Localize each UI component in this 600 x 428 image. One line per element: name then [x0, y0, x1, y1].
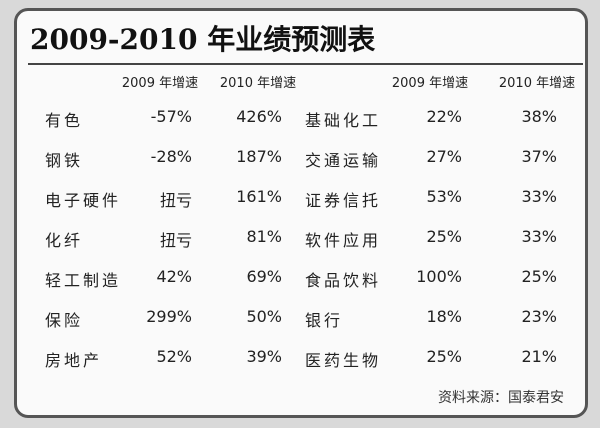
growth-value: 81% [246, 227, 282, 246]
growth-value: 37% [521, 147, 557, 166]
growth-value: 33% [521, 227, 557, 246]
sector-name: 食品饮料 [305, 271, 382, 290]
growth-value: 扭亏 [159, 191, 192, 210]
growth-value: 33% [521, 187, 557, 206]
growth-value: 52% [156, 347, 192, 366]
sector-name: 交通运输 [305, 151, 382, 170]
growth-value: 42% [156, 267, 192, 286]
growth-value: 426% [236, 107, 282, 126]
title: 2009-2010 年业绩预测表 [30, 23, 376, 56]
growth-value: 18% [426, 307, 462, 326]
growth-value: 53% [426, 187, 462, 206]
sector-name: 有色 [45, 111, 84, 130]
growth-value: 39% [246, 347, 282, 366]
column-header: 2009 年增速 [391, 76, 469, 91]
sector-name: 软件应用 [305, 231, 382, 250]
sector-name: 化纤 [45, 231, 84, 250]
column-header: 2009 年增速 [121, 76, 199, 91]
growth-value: 187% [236, 147, 282, 166]
sector-name: 轻工制造 [45, 271, 122, 290]
growth-value: 100% [416, 267, 462, 286]
growth-value: 50% [246, 307, 282, 326]
growth-value: 299% [146, 307, 192, 326]
growth-value: -28% [150, 147, 192, 166]
sector-name: 银行 [305, 311, 344, 330]
source: 资料来源：国泰君安 [438, 390, 564, 406]
growth-value: 23% [521, 307, 557, 326]
sector-name: 钢铁 [45, 151, 84, 170]
title-rule [28, 63, 583, 65]
sector-name: 基础化工 [305, 111, 382, 130]
growth-value: 25% [426, 227, 462, 246]
sector-name: 保险 [45, 311, 84, 330]
growth-value: 25% [521, 267, 557, 286]
growth-value: 22% [426, 107, 462, 126]
growth-value: 38% [521, 107, 557, 126]
sector-name: 电子硬件 [45, 191, 122, 210]
sector-name: 房地产 [45, 351, 103, 370]
sector-name: 医药生物 [305, 351, 382, 370]
growth-value: 69% [246, 267, 282, 286]
column-header: 2010 年增速 [498, 76, 576, 91]
column-header: 2010 年增速 [219, 76, 297, 91]
sector-name: 证券信托 [305, 191, 382, 210]
growth-value: 21% [521, 347, 557, 366]
growth-value: -57% [150, 107, 192, 126]
growth-value: 161% [236, 187, 282, 206]
growth-value: 27% [426, 147, 462, 166]
growth-value: 25% [426, 347, 462, 366]
growth-value: 扭亏 [159, 231, 192, 250]
table-card [14, 8, 588, 418]
